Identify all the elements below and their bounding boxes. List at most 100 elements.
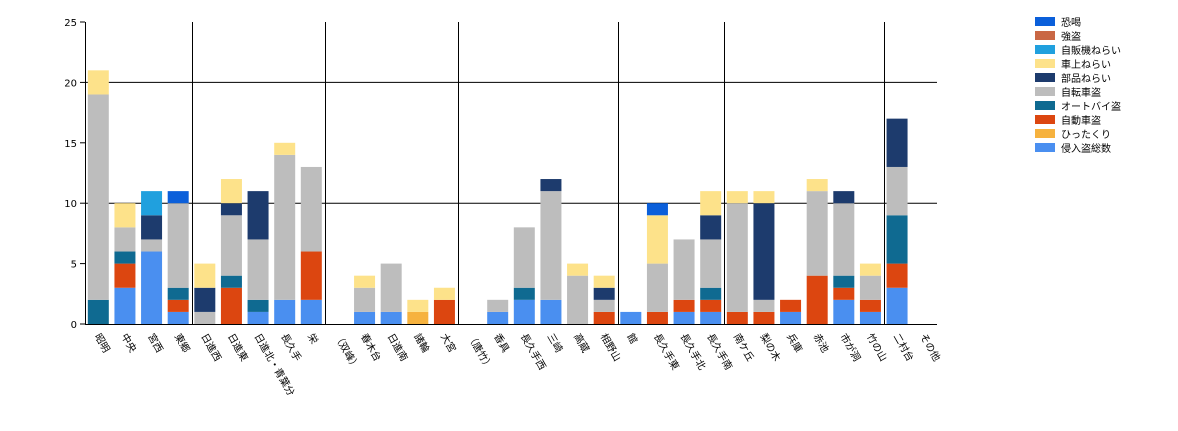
bar-segment <box>114 227 136 252</box>
x-tick-label: 南ケ丘 <box>731 331 757 363</box>
legend-label: 自動車盗 <box>1061 114 1101 127</box>
legend-label: 車上ねらい <box>1061 58 1111 71</box>
bar-segment <box>886 166 908 216</box>
bar-segment <box>487 299 509 312</box>
bar-segment <box>407 299 429 312</box>
bar-segment <box>513 227 535 288</box>
x-tick-label: 日進南 <box>385 331 411 363</box>
bar-segment <box>141 239 163 252</box>
bar-segment <box>646 311 668 324</box>
bar-segment <box>220 179 242 204</box>
bar-segment <box>753 191 775 204</box>
x-tick-label: 日進西 <box>198 332 223 364</box>
x-tick-label: 二村台 <box>890 331 916 363</box>
bar-segment <box>513 287 535 300</box>
x-tick-label: （双峰） <box>331 332 361 373</box>
bar-segment <box>540 299 562 324</box>
bar-segment <box>247 299 269 312</box>
bar-segment <box>859 299 881 312</box>
x-tick-label: 長久手 <box>278 331 304 363</box>
bar-segment <box>593 311 615 324</box>
bar-segment <box>780 311 802 324</box>
x-tick-label: 諸輪 <box>411 331 432 355</box>
bar-segment <box>700 311 722 324</box>
bar-segment <box>407 311 429 324</box>
x-tick-label: 宮西 <box>145 331 166 355</box>
bar-segment <box>753 203 775 300</box>
legend: 恐喝強盗自販機ねらい車上ねらい部品ねらい自転車盗オートバイ盗自動車盗ひったくり侵… <box>1035 17 1121 155</box>
bar-segment <box>673 311 695 324</box>
bar-segment <box>780 299 802 312</box>
x-tick-label: 竹の山 <box>864 331 890 363</box>
bar-segment <box>806 191 828 276</box>
bar-segment <box>141 251 163 324</box>
bar-segment <box>274 142 296 155</box>
bar-segment <box>300 251 322 300</box>
bar-segment <box>540 191 562 300</box>
bar-segment <box>753 311 775 324</box>
bar-segment <box>700 239 722 288</box>
bar-segment <box>300 166 322 252</box>
y-tick-label: 0 <box>71 320 77 331</box>
bar-segment <box>886 215 908 264</box>
bar-segment <box>620 311 642 324</box>
bar-segment <box>673 239 695 300</box>
legend-label: 侵入盗総数 <box>1061 142 1111 155</box>
legend-swatch <box>1035 101 1055 110</box>
bar-segment <box>726 191 748 204</box>
bar-segment <box>567 263 589 276</box>
bar-segment <box>700 191 722 216</box>
bar-segment <box>726 203 748 312</box>
x-tick-label: 赤池 <box>811 331 832 355</box>
bar-segment <box>646 203 668 216</box>
x-tick-label: 兵庫 <box>784 331 805 355</box>
bar-segment <box>700 215 722 240</box>
bar-segment <box>114 263 136 288</box>
y-tick-label: 20 <box>64 78 77 89</box>
legend-label: 自転車盗 <box>1061 86 1101 99</box>
x-tick-label: 梨の木 <box>757 331 783 363</box>
bar-segment <box>247 311 269 324</box>
bar-segment <box>380 263 402 312</box>
legend-label: 自販機ねらい <box>1061 44 1121 57</box>
bar-segment <box>833 275 855 288</box>
legend-label: 強盗 <box>1061 30 1081 43</box>
bar-segment <box>433 287 455 300</box>
bar-segment <box>806 275 828 324</box>
x-tick-label: 館 <box>624 331 640 346</box>
x-tick-label: 中央 <box>118 331 139 355</box>
bar-segment <box>833 287 855 300</box>
bar-segment <box>247 191 269 240</box>
bar-segment <box>220 287 242 324</box>
bar-segment <box>114 251 136 264</box>
bar-segment <box>593 299 615 312</box>
bar-segment <box>194 263 216 288</box>
grid-layer <box>85 22 937 324</box>
x-tick-label: 香具 <box>491 332 511 355</box>
x-tick-label: 日進東 <box>225 331 251 363</box>
legend-label: 恐喝 <box>1061 17 1081 29</box>
bar-segment <box>593 287 615 300</box>
bars-layer <box>87 70 908 324</box>
legend-swatch <box>1035 143 1055 152</box>
bar-segment <box>354 311 376 324</box>
x-tick-label: 東郷 <box>172 331 193 355</box>
x-tick-label: 相野山 <box>598 331 624 363</box>
bar-segment <box>859 263 881 276</box>
bar-segment <box>247 239 269 300</box>
x-tick-label: 栄 <box>305 332 320 347</box>
bar-segment <box>513 299 535 324</box>
bar-segment <box>220 275 242 288</box>
x-tick-label: その他 <box>917 331 943 363</box>
bar-segment <box>833 203 855 276</box>
x-tick-label: 高蔵 <box>571 331 592 355</box>
bar-segment <box>194 311 216 324</box>
bar-segment <box>141 215 163 240</box>
bar-segment <box>167 287 189 300</box>
legend-swatch <box>1035 59 1055 68</box>
bar-segment <box>859 275 881 300</box>
bar-segment <box>833 299 855 324</box>
bar-segment <box>646 263 668 312</box>
bar-segment <box>167 311 189 324</box>
